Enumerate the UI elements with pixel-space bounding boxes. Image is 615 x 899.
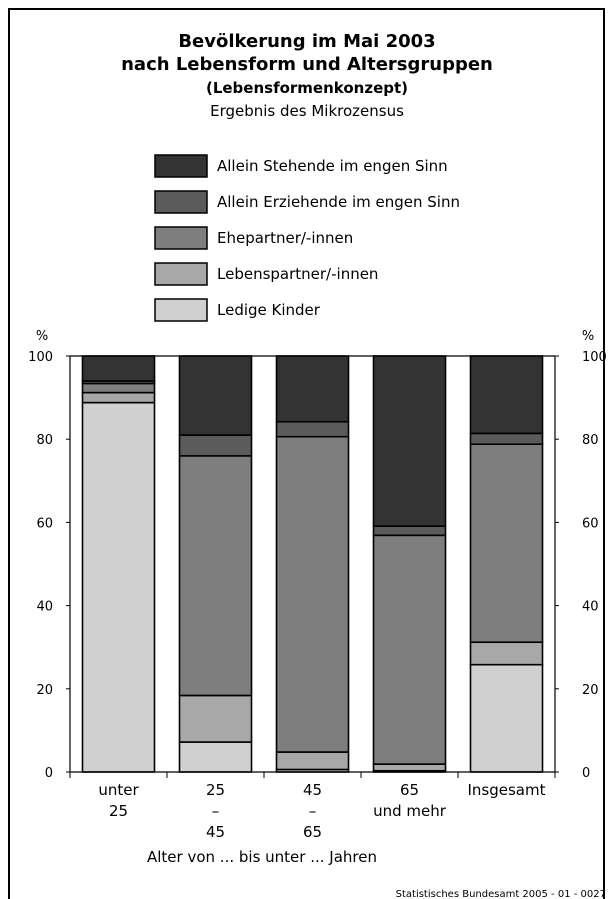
bar-segment [469,355,544,435]
bar-segment [372,763,447,772]
bar-segment [372,355,447,527]
x-category-label: Insgesamt [468,781,546,799]
bar-segment [275,420,350,438]
x-category-label: – [212,802,220,820]
bar-segment [81,391,156,404]
bar-segment [178,355,253,436]
bar-segment [81,401,156,773]
y-tick-label-right: 100 [582,350,607,365]
x-category-label: unter [98,781,139,799]
y-tick-label-right: 40 [582,600,599,615]
legend-label: Allein Stehende im engen Sinn [217,157,448,175]
y-axis-unit-left: % [36,329,48,344]
legend-swatch [154,154,208,178]
bar-segment [275,355,350,423]
x-category-label: und mehr [373,802,447,820]
bars [81,355,544,773]
x-category-label: 45 [206,823,225,841]
legend-label: Ledige Kinder [217,301,321,319]
y-axis-ticks: 0 0 20 20 40 40 60 60 80 80 100 100 [28,350,607,781]
x-axis-label: Alter von ... bis unter ... Jahren [147,848,377,866]
legend-swatch [154,190,208,214]
legend-swatch [154,298,208,322]
y-tick-label-left: 80 [36,433,53,448]
bar-segment [372,525,447,537]
legend-swatch [154,262,208,286]
axes [69,355,556,778]
chart-subtitle: (Lebensformenkonzept) [206,79,408,97]
bar-segment [469,432,544,445]
x-category-label: 65 [303,823,322,841]
y-tick-label-left: 0 [45,766,53,781]
y-axis-unit-right: % [582,329,594,344]
y-tick-label-right: 60 [582,516,599,531]
bar-segment [178,741,253,773]
x-axis-categories: unter 25 25 – 45 45 – 65 65 und mehr Insgesamt [98,781,545,841]
x-category-label: – [309,802,317,820]
chart-title-line2: nach Lebensform und Altersgruppen [121,54,493,75]
y-tick-label-left: 40 [36,600,53,615]
legend-label: Lebenspartner/-innen [217,265,378,283]
bar-segment [275,435,350,753]
x-category-label: 45 [303,781,322,799]
chart-subtitle2: Ergebnis des Mikrozensus [210,102,404,120]
bar-segment [178,434,253,457]
y-tick-label-right: 0 [582,766,590,781]
y-tick-label-right: 20 [582,683,599,698]
legend-label: Allein Erziehende im engen Sinn [217,193,460,211]
x-category-label: 25 [109,802,128,820]
bar-segment [275,751,350,771]
chart-title: Bevölkerung im Mai 2003 [178,31,435,52]
y-tick-label-right: 80 [582,433,599,448]
bar-segment [469,663,544,773]
y-tick-label-left: 60 [36,516,53,531]
legend: Allein Stehende im engen Sinn Allein Erzi… [154,154,460,322]
bar-segment [469,443,544,644]
source-note: Statistisches Bundesamt 2005 - 01 - 0027 [396,889,606,899]
x-category-label: 65 [400,781,419,799]
legend-label: Ehepartner/-innen [217,229,353,247]
bar-segment [81,382,156,394]
x-category-label: 25 [206,781,225,799]
bar-segment [178,455,253,697]
y-tick-label-left: 100 [28,350,53,365]
bar-segment [81,355,156,382]
bar-segment [469,641,544,666]
legend-swatch [154,226,208,250]
y-tick-label-left: 20 [36,683,53,698]
bar-segment [372,534,447,765]
bar-segment [178,694,253,743]
